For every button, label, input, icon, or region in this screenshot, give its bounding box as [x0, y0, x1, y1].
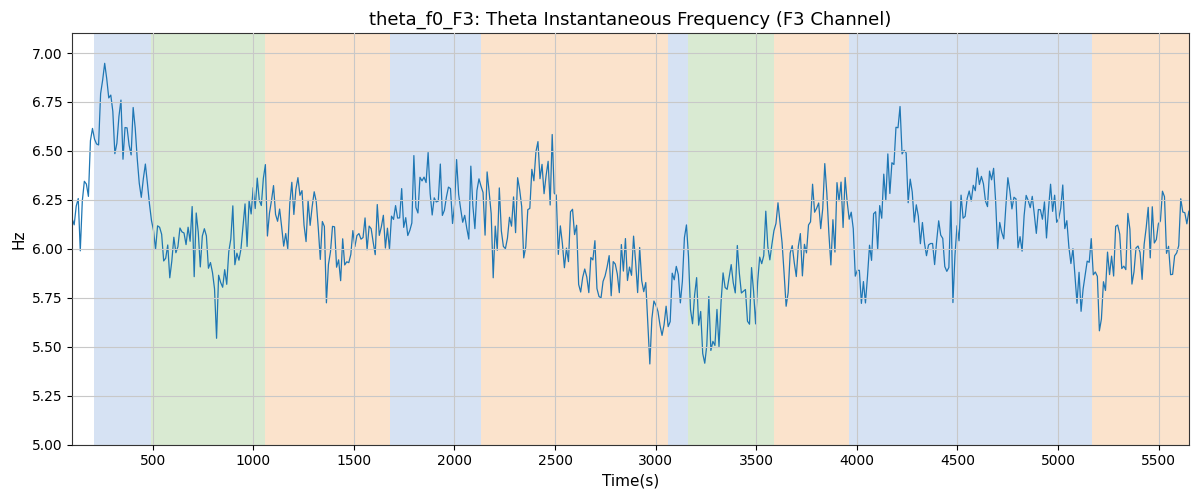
Y-axis label: Hz: Hz: [11, 230, 26, 249]
Bar: [481, 34, 667, 445]
Bar: [265, 34, 390, 445]
Bar: [848, 34, 1070, 445]
Bar: [774, 34, 848, 445]
X-axis label: Time(s): Time(s): [602, 474, 659, 489]
Bar: [667, 34, 688, 445]
Bar: [95, 34, 151, 445]
Title: theta_f0_F3: Theta Instantaneous Frequency (F3 Channel): theta_f0_F3: Theta Instantaneous Frequen…: [370, 11, 892, 30]
Bar: [688, 34, 774, 445]
Bar: [390, 34, 481, 445]
Bar: [1092, 34, 1189, 445]
Bar: [1070, 34, 1092, 445]
Bar: [151, 34, 265, 445]
